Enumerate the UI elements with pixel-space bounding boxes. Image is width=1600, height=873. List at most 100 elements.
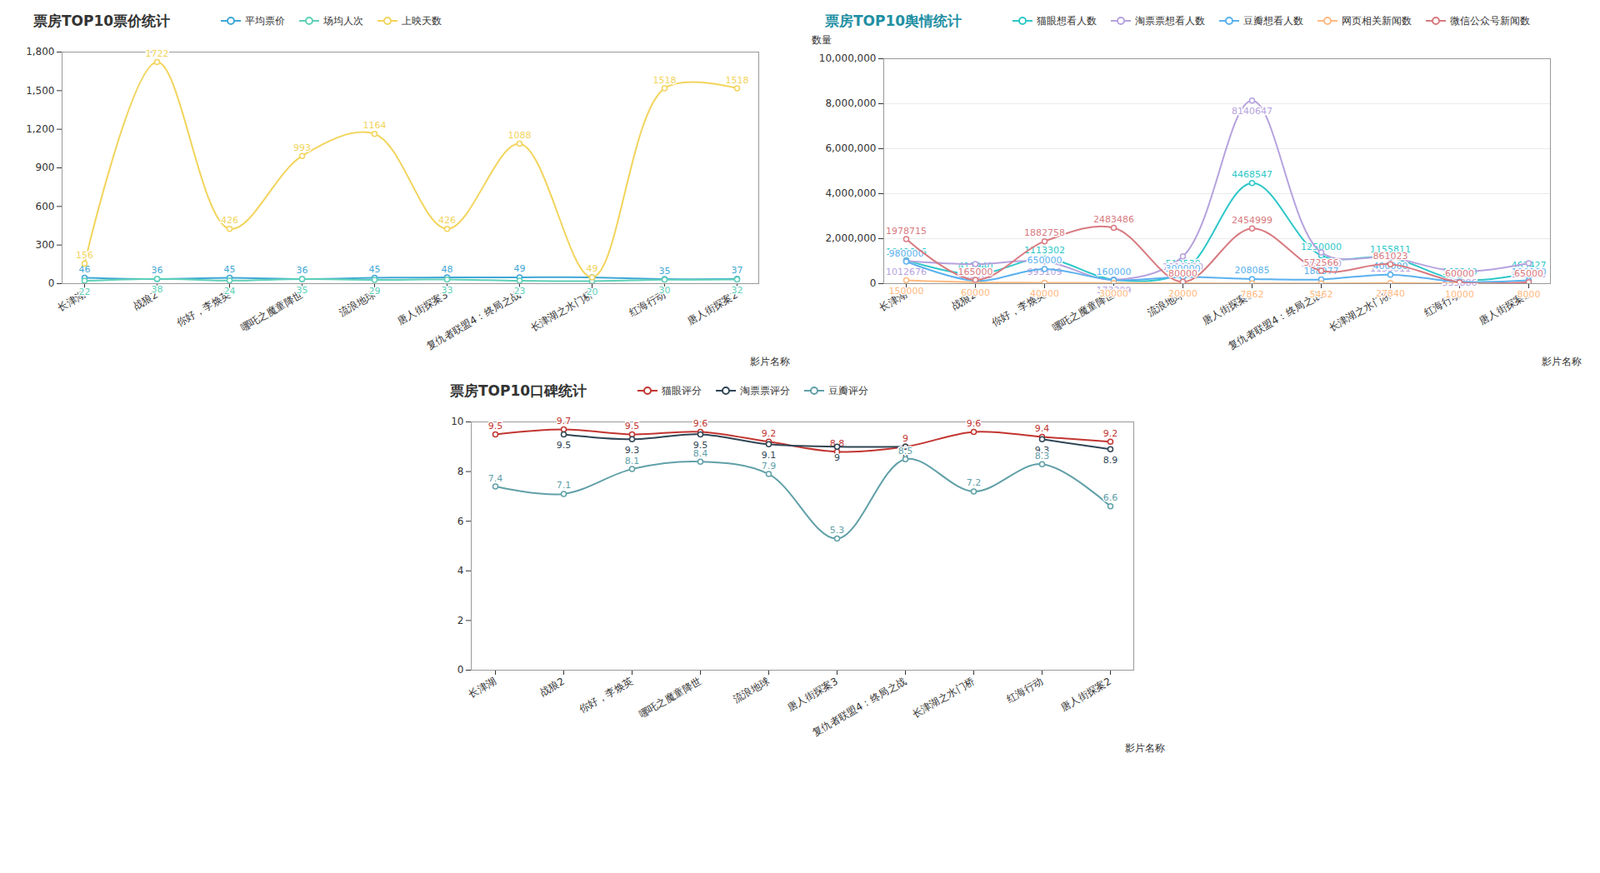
- svg-text:8.5: 8.5: [898, 445, 914, 457]
- svg-text:2,000,000: 2,000,000: [825, 232, 876, 245]
- svg-text:影片名称: 影片名称: [1125, 742, 1165, 755]
- svg-text:长津湖: 长津湖: [466, 675, 499, 701]
- svg-text:5.3: 5.3: [830, 525, 845, 536]
- svg-text:9.3: 9.3: [625, 445, 640, 456]
- svg-text:20000: 20000: [1168, 288, 1198, 300]
- svg-text:4468547: 4468547: [1231, 169, 1273, 180]
- svg-text:208085: 208085: [1235, 265, 1270, 276]
- svg-text:35: 35: [659, 265, 671, 277]
- svg-text:唐人街探案3: 唐人街探案3: [785, 675, 840, 715]
- svg-text:1164: 1164: [363, 120, 387, 131]
- svg-text:2: 2: [457, 615, 465, 627]
- svg-text:150000: 150000: [889, 285, 925, 297]
- svg-text:9: 9: [834, 452, 840, 464]
- svg-text:影片名称: 影片名称: [1541, 355, 1582, 368]
- svg-text:1722: 1722: [145, 48, 170, 60]
- svg-text:600: 600: [35, 200, 55, 213]
- svg-text:1012676: 1012676: [885, 266, 927, 278]
- svg-text:9.4: 9.4: [1035, 423, 1050, 435]
- svg-text:572566: 572566: [1304, 257, 1340, 269]
- svg-text:905270: 905270: [1511, 269, 1547, 280]
- svg-text:9.2: 9.2: [761, 428, 777, 440]
- svg-text:30000: 30000: [1099, 288, 1129, 300]
- svg-text:179129: 179129: [1096, 265, 1132, 277]
- svg-text:48: 48: [441, 264, 454, 275]
- svg-text:你好，李焕英: 你好，李焕英: [576, 675, 635, 717]
- svg-text:流浪地球: 流浪地球: [730, 675, 772, 706]
- svg-text:9.1: 9.1: [761, 450, 777, 461]
- svg-text:8140647: 8140647: [1231, 105, 1273, 117]
- svg-text:1,200: 1,200: [25, 123, 55, 135]
- svg-text:2483486: 2483486: [1093, 214, 1135, 225]
- svg-text:7862: 7862: [1240, 289, 1265, 300]
- svg-text:45: 45: [369, 264, 381, 275]
- svg-text:6.6: 6.6: [1103, 492, 1119, 504]
- svg-text:数量: 数量: [811, 34, 832, 46]
- svg-text:6: 6: [457, 515, 465, 528]
- svg-text:32: 32: [731, 285, 744, 296]
- svg-text:993109: 993109: [1027, 266, 1063, 278]
- svg-text:36: 36: [296, 265, 309, 276]
- svg-text:7.9: 7.9: [761, 460, 777, 472]
- svg-text:49: 49: [586, 263, 599, 275]
- svg-text:27840: 27840: [1375, 288, 1405, 300]
- svg-text:49: 49: [514, 263, 526, 275]
- svg-text:长津湖之水门桥: 长津湖之水门桥: [910, 675, 977, 721]
- svg-text:24: 24: [224, 285, 236, 297]
- svg-text:唐人街探案2: 唐人街探案2: [1058, 675, 1114, 715]
- svg-text:0: 0: [48, 277, 55, 290]
- svg-text:9: 9: [902, 433, 909, 445]
- svg-text:8.4: 8.4: [693, 448, 709, 460]
- svg-text:8.3: 8.3: [1035, 450, 1050, 462]
- svg-text:45: 45: [224, 264, 236, 275]
- svg-text:7.1: 7.1: [556, 480, 572, 491]
- svg-text:8000: 8000: [1517, 289, 1541, 300]
- svg-text:9.5: 9.5: [625, 420, 640, 432]
- svg-text:9.2: 9.2: [1103, 428, 1119, 440]
- svg-text:20: 20: [586, 286, 599, 298]
- svg-text:861023: 861023: [1373, 250, 1409, 262]
- svg-text:36: 36: [151, 265, 164, 276]
- svg-text:哪吒之魔童降世: 哪吒之魔童降世: [636, 675, 704, 721]
- svg-text:2454999: 2454999: [1231, 215, 1273, 226]
- svg-text:1088: 1088: [508, 130, 532, 141]
- svg-text:8: 8: [457, 465, 465, 478]
- svg-text:49: 49: [586, 263, 599, 275]
- svg-text:7.4: 7.4: [488, 473, 504, 485]
- svg-text:复仇者联盟4：终局之战: 复仇者联盟4：终局之战: [424, 289, 523, 353]
- svg-text:10000: 10000: [1445, 289, 1475, 300]
- svg-text:9.7: 9.7: [556, 415, 572, 427]
- svg-text:22: 22: [79, 286, 91, 298]
- svg-text:156: 156: [75, 250, 94, 261]
- svg-text:6,000,000: 6,000,000: [825, 142, 876, 155]
- svg-text:9.6: 9.6: [693, 418, 709, 430]
- svg-text:9.6: 9.6: [966, 418, 982, 430]
- svg-text:战狼2: 战狼2: [538, 675, 567, 700]
- svg-text:5462: 5462: [1310, 289, 1334, 300]
- svg-text:10: 10: [450, 415, 464, 428]
- svg-text:40000: 40000: [1030, 288, 1060, 300]
- svg-text:4,000,000: 4,000,000: [825, 187, 876, 200]
- svg-text:8.1: 8.1: [625, 455, 640, 467]
- svg-text:29: 29: [369, 285, 381, 297]
- svg-text:1390000: 1390000: [1300, 257, 1342, 269]
- svg-text:复仇者联盟4：终局之战: 复仇者联盟4：终局之战: [810, 675, 909, 740]
- svg-text:1518: 1518: [653, 75, 677, 86]
- svg-text:9.5: 9.5: [556, 440, 572, 451]
- svg-text:65000: 65000: [1514, 268, 1544, 280]
- svg-text:35: 35: [296, 285, 309, 296]
- svg-text:影片名称: 影片名称: [750, 355, 790, 368]
- svg-text:1,500: 1,500: [25, 85, 55, 97]
- svg-text:993: 993: [293, 142, 311, 154]
- svg-text:1,800: 1,800: [25, 45, 55, 58]
- svg-text:1518: 1518: [725, 75, 750, 86]
- svg-text:300: 300: [35, 239, 55, 251]
- svg-text:426: 426: [220, 215, 239, 226]
- svg-text:哪吒之魔童降世: 哪吒之魔童降世: [238, 289, 305, 335]
- svg-text:426: 426: [438, 215, 456, 226]
- svg-text:4: 4: [457, 565, 465, 577]
- svg-text:0: 0: [870, 277, 877, 290]
- svg-text:650000: 650000: [1027, 255, 1063, 266]
- svg-text:80000: 80000: [1445, 268, 1475, 280]
- svg-text:1978715: 1978715: [885, 225, 927, 237]
